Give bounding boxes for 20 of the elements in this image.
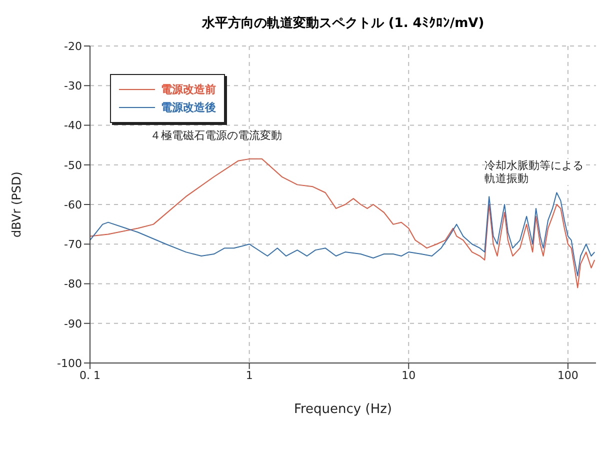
x-tick-label: 10 xyxy=(402,368,416,382)
x-tick-label: 100 xyxy=(557,368,578,382)
x-tick-label: 0. 1 xyxy=(80,368,100,382)
annotation: ４極電磁石電源の電流変動 xyxy=(150,129,282,142)
y-tick-label: -30 xyxy=(64,80,82,93)
y-tick-label: -70 xyxy=(64,238,82,252)
y-tick-label: -50 xyxy=(64,158,82,172)
y-tick-label: -100 xyxy=(57,356,82,370)
legend-label: 電源改造前 xyxy=(161,82,216,97)
y-tick-label: -60 xyxy=(64,198,82,212)
x-tick-label: 1 xyxy=(246,368,253,382)
chart-title: 水平方向の軌道変動スペクトル (1. 4ﾐｸﾛﾝ/mV) xyxy=(200,14,486,32)
y-tick-label: -90 xyxy=(64,317,82,330)
x-axis-title: Frequency (Hz) xyxy=(294,402,392,417)
y-tick-label: -80 xyxy=(64,278,82,291)
y-axis-title: dBVr (PSD) xyxy=(9,172,24,238)
legend-label: 電源改造後 xyxy=(161,100,216,115)
annotation: 冷却水脈動等による軌道振動 xyxy=(484,158,586,185)
y-tick-label: -20 xyxy=(64,40,82,53)
y-tick-label: -40 xyxy=(64,119,82,132)
